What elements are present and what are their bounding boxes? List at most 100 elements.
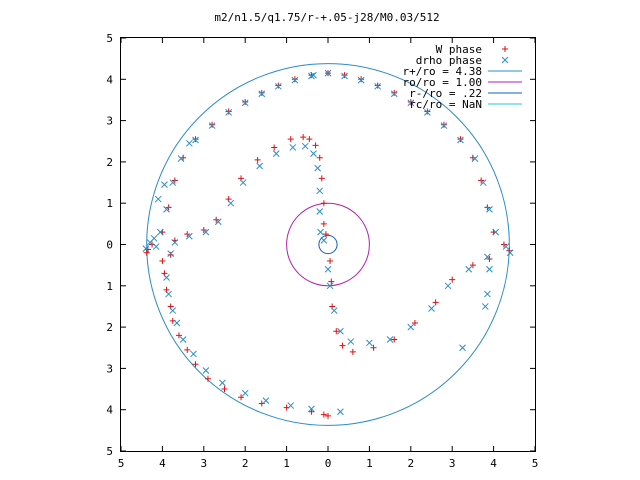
drho-phase-point <box>386 336 394 343</box>
drho-phase-point <box>347 338 355 345</box>
legend-label: rc/ro = NaN <box>409 98 482 111</box>
w-phase-point <box>318 175 325 182</box>
chart-title: m2/n1.5/q1.75/r-+.05-j28/M0.03/512 <box>214 11 439 24</box>
drho-phase-point <box>179 336 187 343</box>
drho-phase-point <box>316 187 324 195</box>
drho-phase-point <box>239 179 247 186</box>
drho-phase-point <box>457 136 464 144</box>
drho-phase-point <box>486 206 493 213</box>
drho-phase-point <box>308 405 315 413</box>
drho-phase-point <box>256 162 264 170</box>
y-tick-label: 4 <box>106 73 113 86</box>
w-phase-point <box>339 342 346 349</box>
w-phase-point <box>258 400 265 407</box>
plot-frame <box>120 37 536 452</box>
drho-phase-point <box>225 108 232 116</box>
drho-phase-point <box>258 90 266 98</box>
w-phase-point <box>320 411 327 418</box>
x-tick-label: 3 <box>200 457 207 470</box>
w-phase-point <box>469 154 476 161</box>
drho-phase-point <box>152 243 160 250</box>
y-tick-label: 2 <box>106 321 113 334</box>
drho-phase-point <box>337 327 344 335</box>
drho-phase-point <box>324 265 332 273</box>
drho-phase-point <box>407 99 415 107</box>
drho-phase-point <box>310 71 317 79</box>
x-tick-label: 3 <box>449 457 456 470</box>
w-phase-point <box>306 136 313 143</box>
w-phase-point <box>327 258 334 265</box>
y-tick-label: 3 <box>106 115 113 128</box>
drho-phase-point <box>272 150 280 157</box>
w-phase-point <box>143 249 150 256</box>
x-tick-label: 1 <box>283 457 290 470</box>
drho-phase-point <box>142 245 150 252</box>
y-tick-label: 4 <box>106 404 113 417</box>
legend-label: W phase <box>436 43 482 56</box>
y-tick-label: 2 <box>106 156 113 169</box>
w-phase-point <box>204 375 211 382</box>
drho-phase-point <box>310 150 317 157</box>
w-phase-point <box>192 136 199 143</box>
w-phase-point <box>275 82 282 89</box>
w-phase-point <box>254 156 261 163</box>
w-phase-point <box>308 408 315 415</box>
drho-phase-point <box>424 108 431 116</box>
series-group <box>142 69 514 416</box>
w-phase-point <box>358 76 365 83</box>
data-series <box>142 69 514 419</box>
series-group <box>143 70 513 419</box>
drho-phase-point <box>154 195 162 203</box>
w-phase-point <box>506 247 513 254</box>
w-phase-point <box>325 412 331 419</box>
w-phase-point <box>407 99 414 106</box>
w-phase-point <box>391 89 398 96</box>
drho-phase-point <box>163 206 170 213</box>
drho-phase-point <box>214 218 222 226</box>
drho-phase-point <box>291 76 299 84</box>
drho-phase-point <box>440 122 448 129</box>
w-phase-point <box>291 76 298 83</box>
w-phase-point <box>469 262 476 269</box>
w-phase-point <box>374 82 381 89</box>
drho-phase-point <box>156 228 164 236</box>
x-tick-label: 1 <box>366 457 373 470</box>
w-phase-point <box>258 89 265 96</box>
x-tick-label: 2 <box>407 457 414 470</box>
drho-phase-point <box>169 179 177 186</box>
w-phase-point <box>424 108 431 115</box>
drho-phase-point <box>506 249 514 257</box>
w-phase-point <box>322 231 329 238</box>
x-tick-label: 5 <box>118 457 125 470</box>
w-phase-point <box>320 220 327 227</box>
w-phase-point <box>300 134 307 141</box>
drho-phase-point <box>459 344 466 352</box>
drho-phase-point <box>428 305 435 312</box>
w-phase-point <box>341 72 348 79</box>
w-phase-point <box>457 136 464 143</box>
legend-label: r+/ro = 4.38 <box>403 65 482 78</box>
w-phase-point <box>449 276 456 283</box>
drho-phase-point <box>208 122 216 129</box>
drho-phase-point <box>326 282 334 290</box>
drho-phase-point <box>219 379 226 387</box>
x-tick-label: 4 <box>490 457 497 470</box>
reference-circle <box>286 202 370 287</box>
drho-phase-point <box>169 307 177 314</box>
drho-phase-point <box>337 408 344 416</box>
w-phase-point <box>221 386 228 393</box>
drho-phase-point <box>479 179 487 186</box>
w-phase-point <box>167 251 174 258</box>
drho-phase-point <box>185 139 193 147</box>
w-phase-point <box>159 258 166 265</box>
drho-phase-point <box>289 144 297 151</box>
drho-phase-point <box>177 155 185 162</box>
drho-phase-point <box>185 232 193 240</box>
drho-phase-point <box>444 282 452 290</box>
drho-phase-point <box>407 323 415 331</box>
drho-phase-point <box>317 228 324 236</box>
drho-phase-point <box>374 82 382 90</box>
drho-phase-point <box>341 72 348 80</box>
